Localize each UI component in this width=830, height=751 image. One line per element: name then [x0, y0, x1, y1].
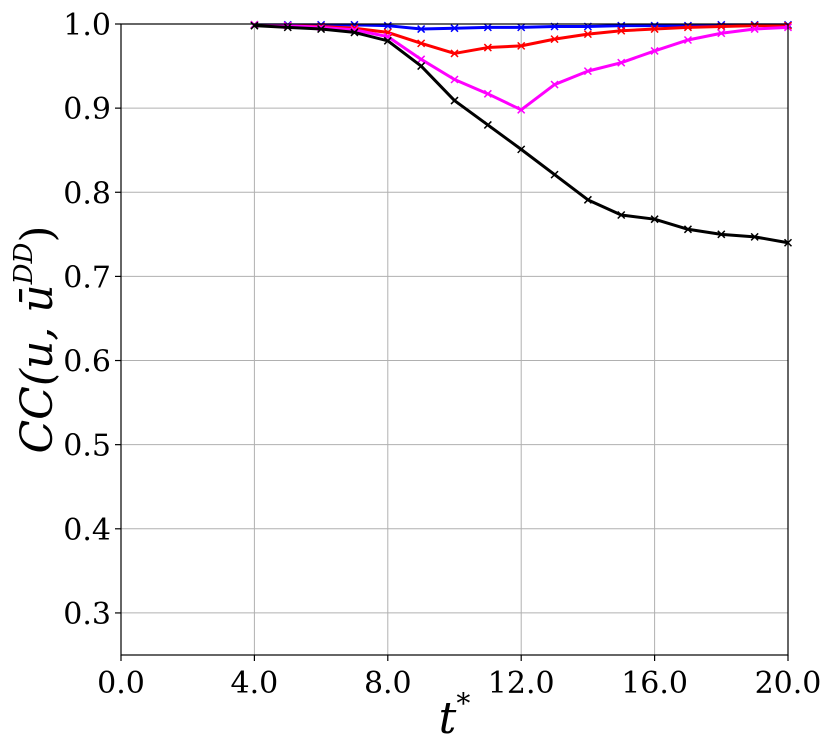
data-point-1-5: [417, 39, 426, 48]
data-point-3-14: [717, 230, 726, 239]
data-point-3-4: [383, 36, 392, 45]
data-point-1-6: [450, 49, 459, 58]
data-point-3-11: [617, 210, 626, 220]
data-point-2-12: [650, 46, 659, 55]
tick-group: 0.0 4.0 8.0 12.0 16.0 20.0 0.3 0.4 0.5 0.6 0.7 0.8 0…: [63, 8, 821, 701]
y-tick-label-0: 0.3: [63, 597, 111, 632]
data-point-0-7: [483, 23, 492, 32]
data-point-0-5: [417, 25, 426, 34]
data-point-1-8: [517, 41, 526, 50]
data-point-3-8: [517, 145, 526, 154]
data-point-1-11: [617, 26, 626, 35]
data-point-2-13: [683, 35, 692, 45]
data-point-3-6: [450, 96, 459, 105]
x-tick-label-4: 16.0: [621, 666, 688, 701]
data-point-0-4: [383, 21, 392, 30]
data-point-3-13: [683, 225, 692, 234]
data-point-0-6: [450, 24, 459, 33]
y-axis-label: CC(u, ūDD): [9, 225, 63, 453]
y-tick-label-7: 1.0: [63, 8, 111, 43]
data-point-1-9: [550, 35, 559, 44]
y-tick-label-5: 0.8: [63, 176, 111, 211]
y-tick-label-3: 0.6: [63, 345, 111, 380]
y-tick-label-2: 0.5: [63, 429, 111, 464]
data-point-0-8: [517, 23, 526, 32]
plot-frame: [120, 23, 789, 656]
data-point-2-8: [517, 105, 526, 114]
data-point-3-15: [750, 232, 759, 241]
x-tick-label-2: 8.0: [364, 666, 412, 701]
data-point-1-12: [650, 25, 659, 34]
y-tick-label-1: 0.4: [63, 513, 111, 548]
data-point-3-3: [350, 28, 359, 37]
x-axis-label: t*: [439, 687, 471, 744]
data-point-1-7: [483, 43, 492, 52]
data-point-3-2: [317, 25, 326, 34]
y-tick-label-6: 0.9: [63, 92, 111, 127]
x-tick-label-5: 20.0: [755, 666, 822, 701]
data-point-3-0: [250, 21, 259, 30]
data-point-3-9: [550, 170, 559, 179]
data-point-3-7: [483, 120, 492, 129]
series-group: [250, 20, 793, 247]
data-point-3-1: [283, 23, 292, 32]
data-point-2-15: [750, 25, 759, 34]
x-tick-label-0: 0.0: [97, 666, 145, 701]
data-point-2-6: [450, 75, 459, 84]
data-point-2-11: [617, 58, 626, 67]
data-point-1-13: [683, 23, 692, 32]
x-tick-label-3: 12.0: [488, 666, 555, 701]
data-point-3-10: [583, 195, 592, 204]
data-point-3-5: [417, 62, 426, 71]
grid-lines: [120, 23, 789, 655]
data-point-1-10: [583, 30, 592, 39]
data-point-2-7: [483, 89, 492, 98]
data-point-2-5: [417, 55, 426, 64]
data-point-2-9: [550, 80, 559, 89]
data-point-2-10: [583, 67, 592, 76]
data-point-3-12: [650, 215, 659, 224]
y-tick-label-4: 0.7: [63, 260, 111, 295]
data-point-2-14: [717, 29, 726, 38]
x-tick-label-1: 4.0: [231, 666, 279, 701]
